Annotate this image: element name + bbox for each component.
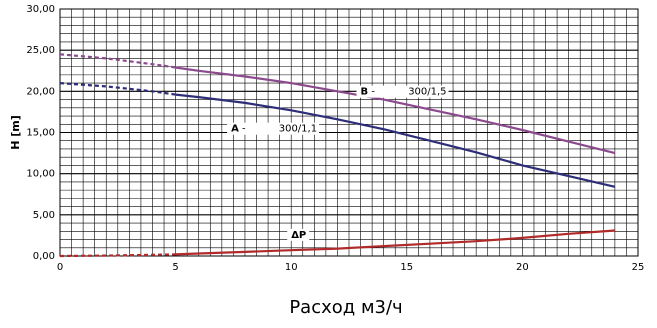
annotation-model: 300/1,5 [408,87,446,98]
annotation-series-letter: A [231,124,239,135]
series-annotations: B - 300/1,5 A - 300/1,1 ΔP [227,85,449,241]
y-axis-label: H [m] [9,115,22,150]
annotation-label: B - 300/1,5 [356,85,449,98]
x-tick-label: 15 [400,262,413,273]
y-tick-label: 20,00 [26,86,55,97]
y-tick-label: 5,00 [33,210,55,221]
annotation-background [356,85,449,98]
chart-grid [59,8,639,257]
x-tick-label: 25 [632,262,645,273]
y-tick-label: 15,00 [26,128,55,139]
y-tick-label: 0,00 [33,251,55,262]
annotation-text: ΔP [291,230,306,241]
y-tick-label: 30,00 [26,4,55,15]
series-line-p [175,229,615,256]
series-line-p-extrapolated [59,253,176,258]
x-axis-label: Расход м3/ч [289,297,402,318]
x-axis-ticks: 0 5 10 15 20 25 [57,262,645,273]
annotation-series-letter: B [361,87,369,98]
annotation-text: A - [231,124,246,135]
x-tick-label: 5 [172,262,178,273]
x-tick-label: 20 [516,262,529,273]
series-line-b [175,66,616,155]
annotation-background [287,228,310,241]
annotation-background [227,122,320,135]
annotation-separator: - [239,124,246,135]
annotation-label: A - 300/1,1 [227,122,320,135]
series-layer [59,53,616,258]
annotation-series-letter: ΔP [291,230,306,241]
y-axis-ticks: 0,00 5,00 10,00 15,00 20,00 25,00 30,00 [26,4,55,262]
y-tick-label: 10,00 [26,169,55,180]
annotation-text: B - [361,87,376,98]
annotation-label: ΔP [287,228,310,241]
series-line-b-extrapolated [59,53,176,69]
annotation-model: 300/1,1 [279,124,317,135]
y-tick-label: 25,00 [26,45,55,56]
annotation-separator: - [368,87,375,98]
series-line-a [175,93,616,188]
x-tick-label: 0 [57,262,63,273]
x-tick-label: 10 [285,262,298,273]
series-line-a-extrapolated [59,82,176,96]
